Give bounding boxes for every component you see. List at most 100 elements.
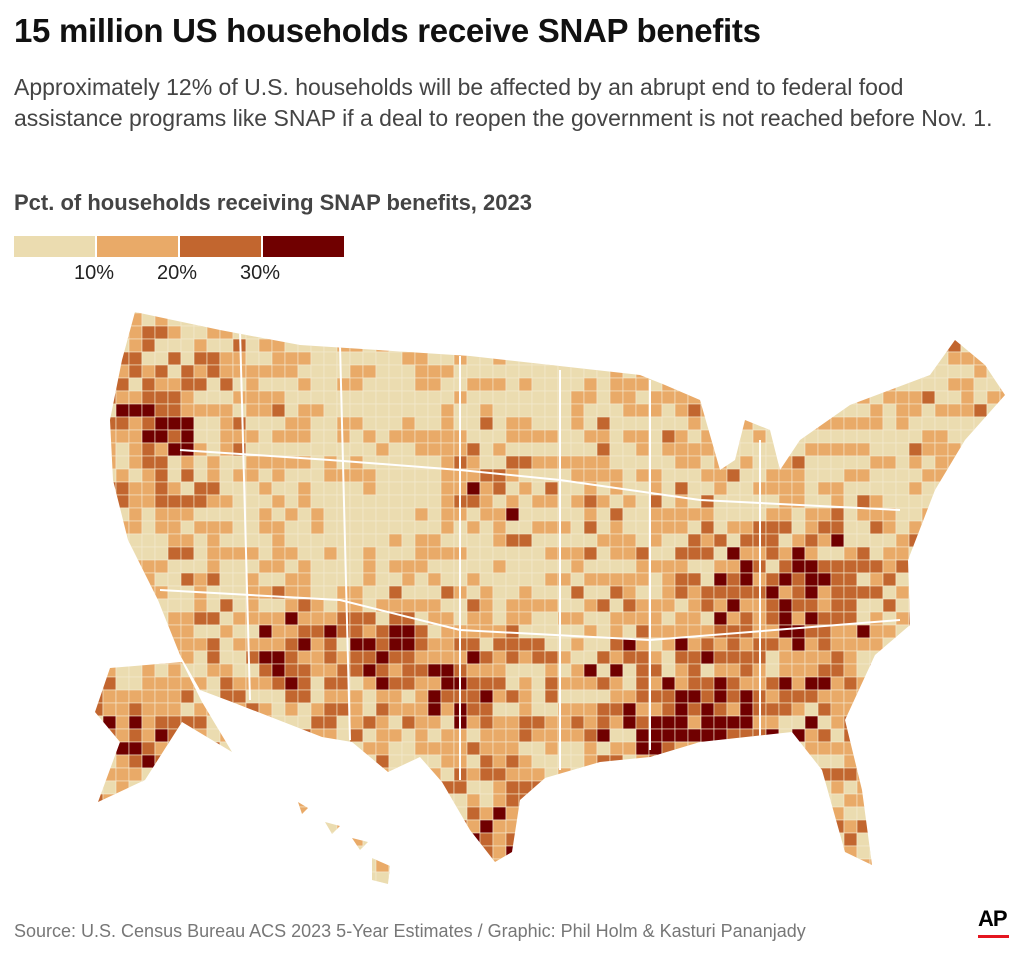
county-cell [245,520,260,535]
county-cell [518,715,533,730]
legend-tick: 30% [240,262,281,284]
county-cell [999,312,1005,327]
county-cell [141,715,156,730]
county-cell [739,741,754,756]
county-cell [687,832,702,847]
county-cell [219,364,234,379]
county-cell [622,793,637,808]
county-cell [687,312,702,314]
county-cell [726,871,741,884]
county-cell [206,715,221,730]
county-cell [440,338,455,353]
county-cell [752,871,767,884]
county-cell [921,312,936,327]
county-cell [687,390,702,405]
county-cell [687,533,702,548]
county-cell [193,559,208,574]
county-cell [375,871,390,884]
county-cell [648,832,663,847]
county-cell [336,572,351,587]
county-cell [674,676,689,691]
county-cell [310,507,325,522]
county-cell [765,689,780,704]
county-cell [830,611,845,626]
county-cell [180,767,195,782]
county-cell [258,611,273,626]
county-cell [570,845,585,860]
county-cell [310,481,325,496]
county-cell [531,858,546,873]
county-cell [687,520,702,535]
county-cell [570,715,585,730]
county-cell [95,637,104,652]
county-cell [220,885,233,895]
county-cell [856,793,871,808]
county-cell [297,767,312,782]
county-cell [427,546,442,561]
county-cell [830,715,845,730]
county-cell [687,442,702,457]
county-cell [869,468,884,483]
county-cell [882,702,897,717]
county-cell [180,806,195,821]
county-cell [739,455,754,470]
county-cell [115,403,130,418]
county-cell [726,793,741,808]
county-cell [622,312,637,314]
county-cell [583,377,598,392]
county-cell [414,637,429,652]
county-cells [95,312,1005,895]
county-cell [206,858,221,873]
county-cell [869,715,884,730]
county-cell [518,377,533,392]
county-cell [856,403,871,418]
county-cell [206,650,221,665]
county-cell [934,806,949,821]
county-cell [597,885,610,895]
county-cell [414,793,429,808]
county-cell [154,559,169,574]
county-cell [973,520,988,535]
county-cell [921,585,936,600]
county-cell [154,689,169,704]
county-cell [947,494,962,509]
county-cell [882,637,897,652]
county-cell [102,312,117,327]
county-cell [830,624,845,639]
county-cell [128,429,143,444]
county-cell [726,858,741,873]
county-cell [804,793,819,808]
county-cell [518,546,533,561]
county-cell [427,572,442,587]
county-cell [466,338,481,353]
county-cell [141,312,156,327]
county-cell [947,403,962,418]
county-cell [999,871,1005,884]
county-cell [401,312,416,314]
county-cell [375,624,390,639]
county-cell [934,442,949,457]
county-cell [635,533,650,548]
county-cell [271,338,286,353]
county-cell [622,676,637,691]
county-cell [258,754,273,769]
county-cell [336,429,351,444]
county-cell [505,663,520,678]
county-cell [596,364,611,379]
county-cell [622,533,637,548]
county-cell [141,637,156,652]
county-cell [193,338,208,353]
county-cell [843,858,858,873]
county-cell [804,572,819,587]
county-cell [232,858,247,873]
county-cell [544,481,559,496]
county-cell [973,559,988,574]
county-cell [973,754,988,769]
county-cell [739,728,754,743]
county-cell [219,780,234,795]
county-cell [310,624,325,639]
county-cell [856,689,871,704]
county-cell [440,403,455,418]
county-cell [258,520,273,535]
county-cell [180,351,195,366]
